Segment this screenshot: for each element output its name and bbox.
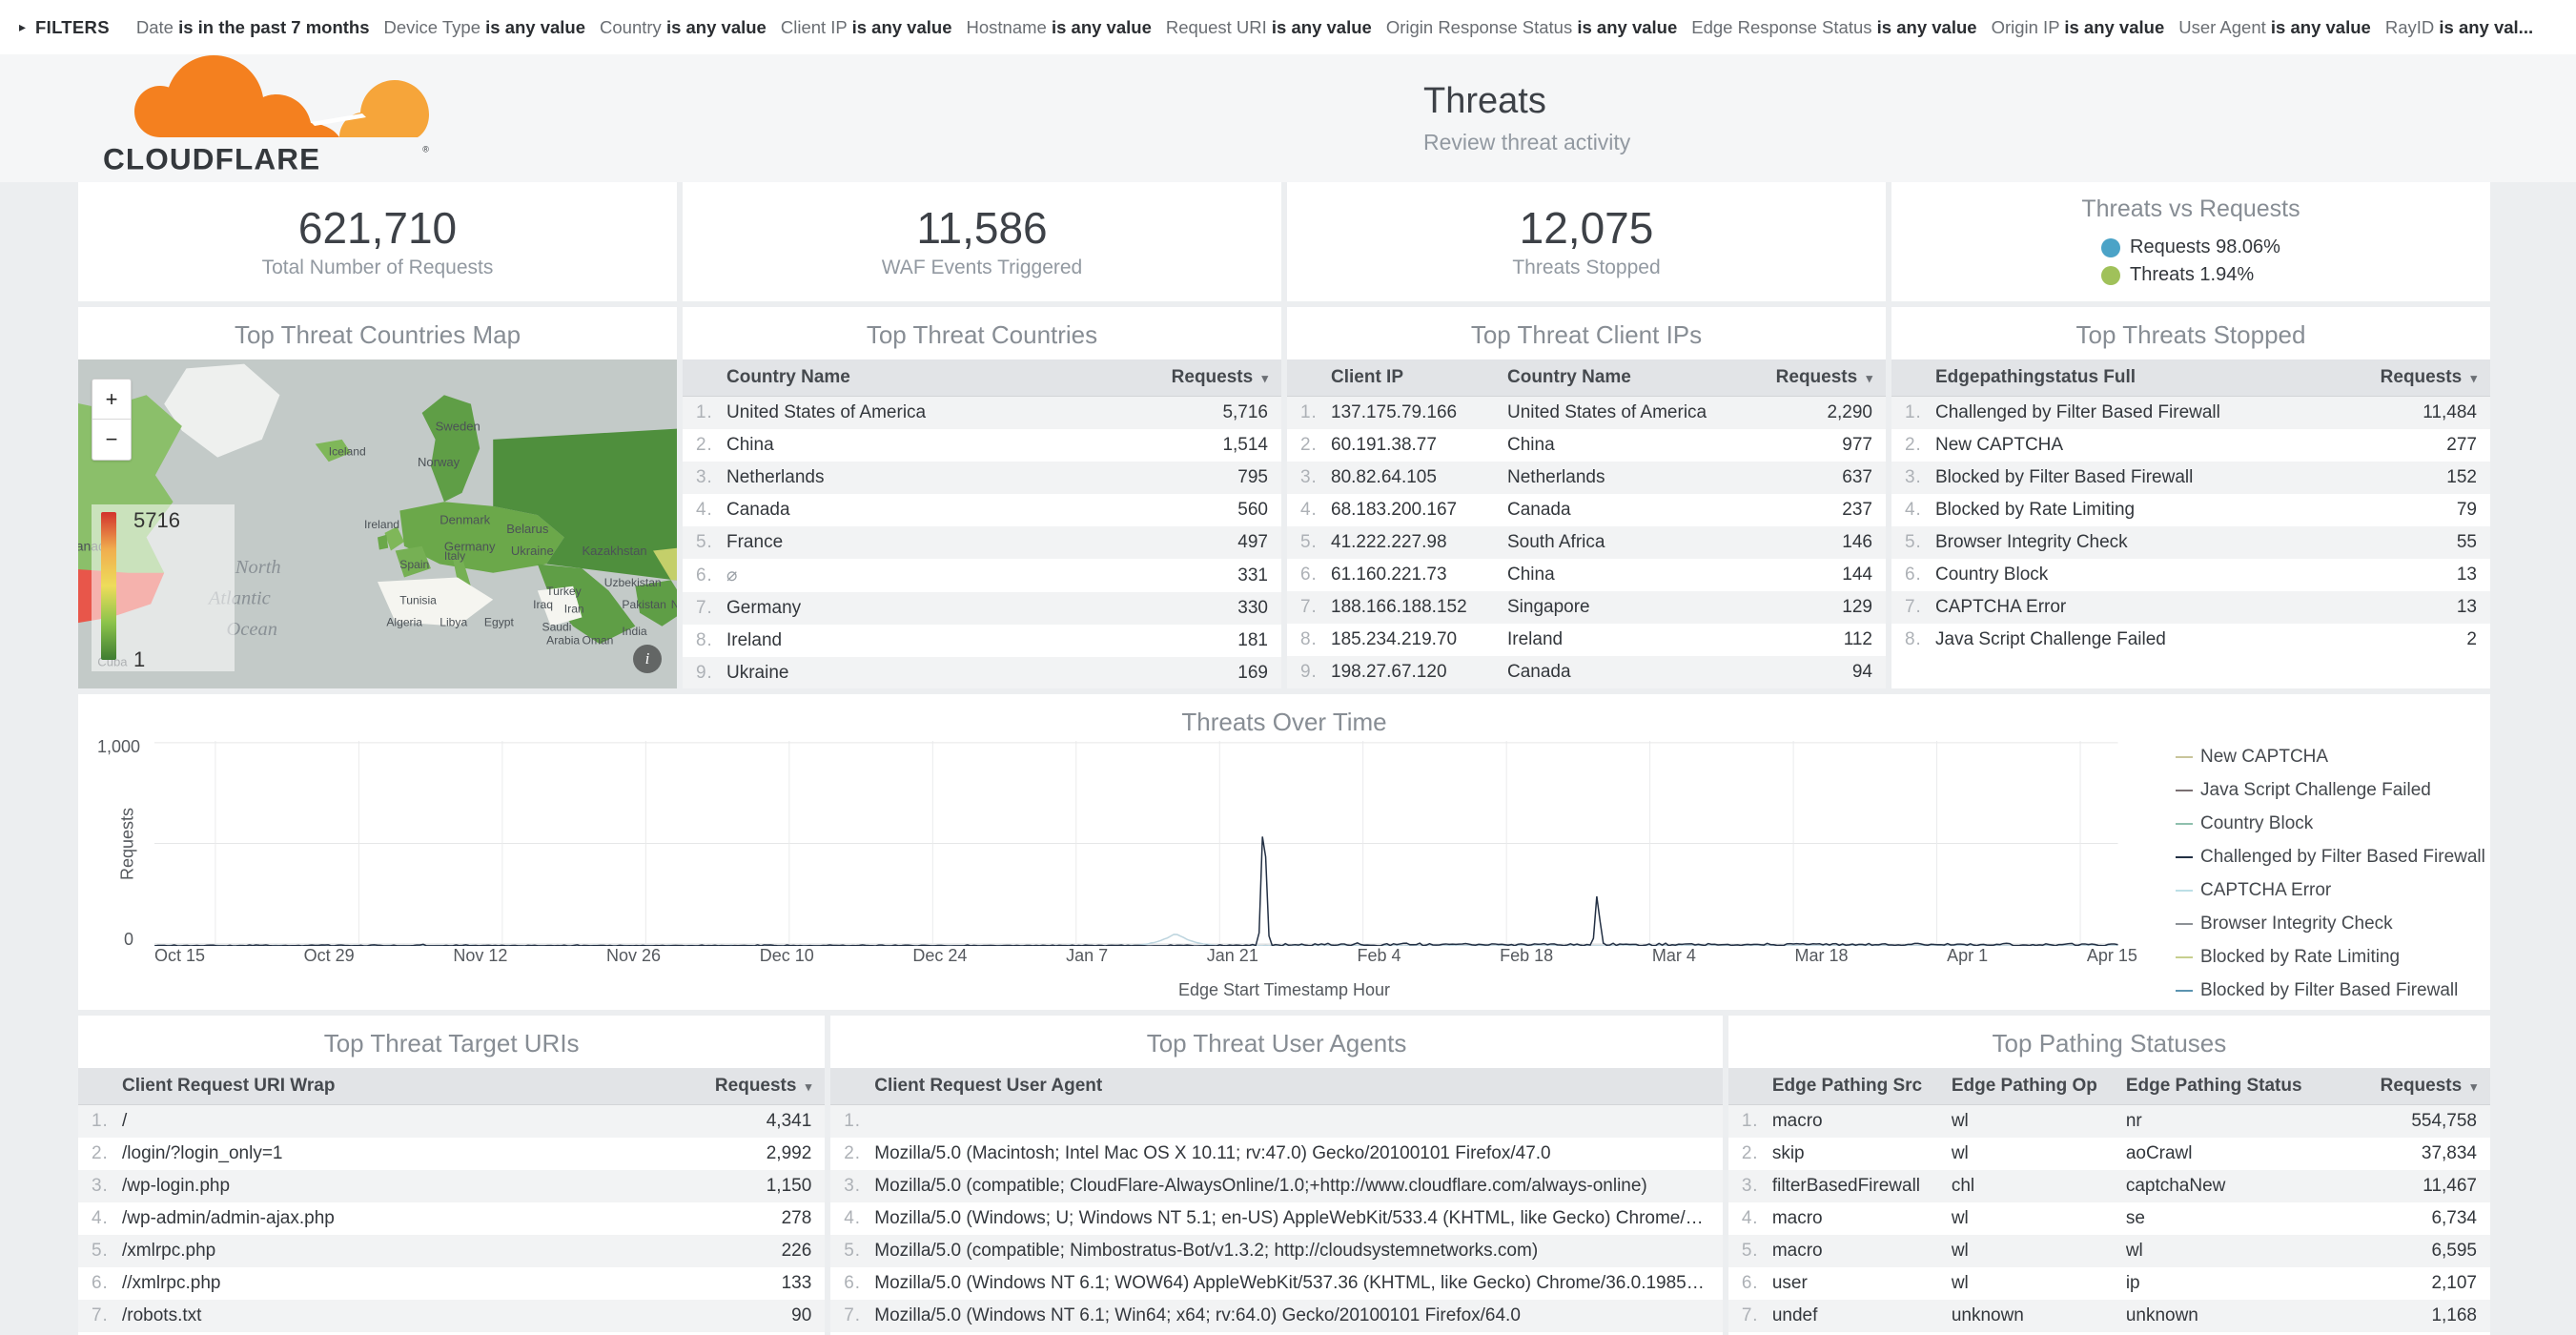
svg-text:Libya: Libya [440,616,467,629]
svg-text:Saudi: Saudi [542,620,572,633]
svg-text:Ireland: Ireland [364,518,399,531]
svg-text:Turkey: Turkey [546,585,583,598]
svg-text:Belarus: Belarus [506,522,549,536]
svg-text:Sweden: Sweden [436,420,480,434]
svg-text:North: North [235,557,281,578]
svg-text:Iceland: Iceland [329,445,366,459]
svg-text:Spain: Spain [399,558,429,571]
svg-text:Arabia: Arabia [546,633,580,647]
svg-text:Oman: Oman [582,633,613,647]
svg-text:Kazakhstan: Kazakhstan [582,544,646,558]
svg-text:Italy: Italy [444,549,466,563]
svg-text:Nepal: Nepal [671,598,677,611]
svg-text:India: India [622,625,647,638]
svg-text:Pakistan: Pakistan [622,598,665,611]
svg-text:Ukraine: Ukraine [511,544,554,558]
svg-text:Algeria: Algeria [386,616,422,629]
svg-text:Norway: Norway [418,455,460,469]
svg-text:®: ® [422,145,429,154]
svg-text:Denmark: Denmark [440,513,490,527]
svg-text:Uzbekistan: Uzbekistan [604,576,662,589]
svg-text:Iraq: Iraq [533,598,553,611]
svg-text:Egypt: Egypt [484,616,515,629]
svg-text:Iran: Iran [564,603,584,616]
svg-text:CLOUDFLARE: CLOUDFLARE [103,142,320,176]
svg-text:Tunisia: Tunisia [399,593,437,606]
